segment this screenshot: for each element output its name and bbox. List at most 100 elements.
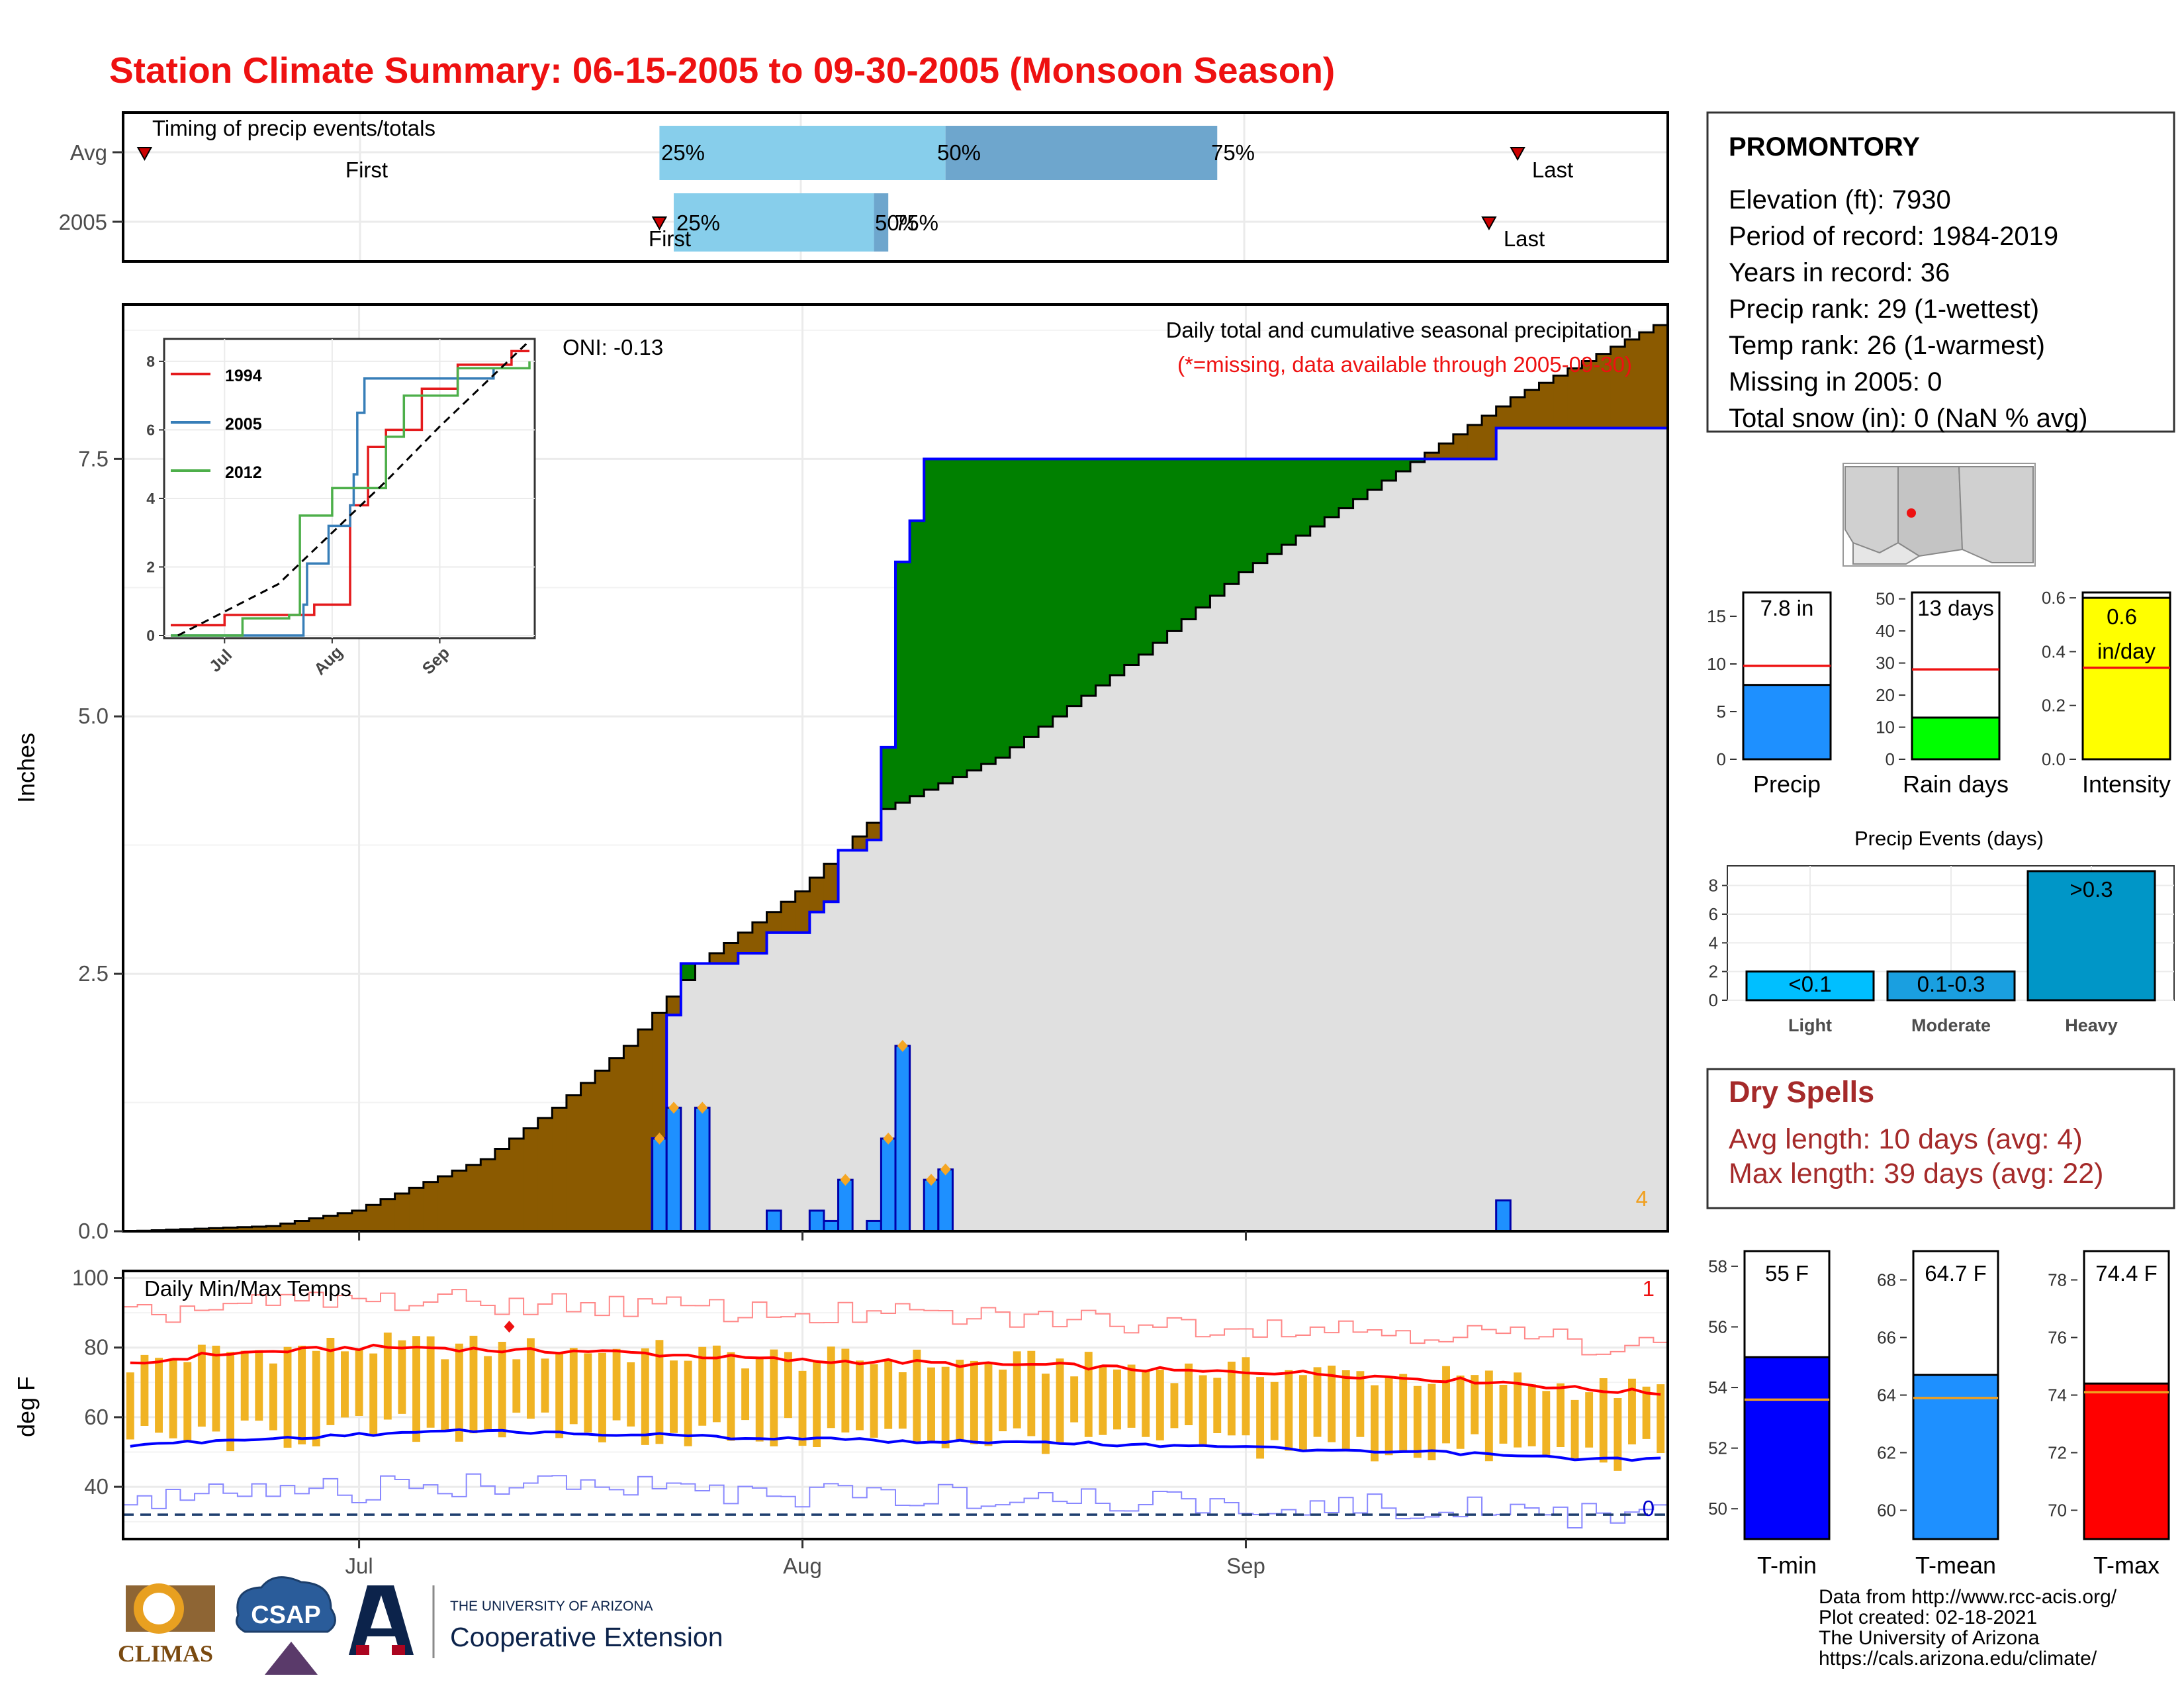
below-normal-segment [1424, 453, 1439, 459]
cumulative-avg-line [123, 324, 1668, 1233]
below-normal-segment [1553, 375, 1569, 428]
below-normal-segment [208, 1228, 224, 1231]
events-ytick-label-2: 4 [1709, 933, 1718, 953]
record-marker [504, 1321, 515, 1333]
events-bar-label-moderate: 0.1-0.3 [1917, 972, 1985, 996]
avg-first-marker [136, 147, 153, 162]
temps-xtick-label-2: Sep [1226, 1554, 1265, 1578]
above-normal-segment [1310, 459, 1325, 527]
tmin-normal-line [130, 1428, 1661, 1462]
tmean-summary-ytick-label-0: 60 [1877, 1501, 1896, 1521]
y2005-p25-label: 25% [676, 211, 720, 235]
temps-ytick-label-3: 100 [72, 1266, 109, 1290]
below-normal-segment [366, 1205, 381, 1231]
dry-spells-box: Dry Spells Avg length: 10 days (avg: 4) … [1706, 1068, 2175, 1209]
above-normal-segment [1267, 459, 1283, 554]
inset-series-2012 [171, 361, 531, 637]
events-cat-moderate: Moderate [1911, 1015, 1991, 1035]
below-normal-segment [394, 1193, 410, 1231]
above-normal-segment [1353, 459, 1368, 499]
daily-precip-bar-4 [808, 1209, 825, 1233]
below-normal-segment [1625, 339, 1640, 428]
station-line-2: Period of record: 1984-2019 [1729, 222, 2058, 251]
timing-row-2005: 2005 [59, 210, 107, 234]
tmin-summary-ytick-label-4: 58 [1708, 1256, 1727, 1276]
mini-raindays-ytick-label-0: 0 [1886, 749, 1895, 769]
ua-logo-big-text: Cooperative Extension [450, 1622, 723, 1652]
above-normal-segment [1296, 459, 1311, 536]
events-cat-heavy: Heavy [2065, 1015, 2118, 1035]
station-line-6: Missing in 2005: 0 [1729, 367, 1942, 397]
above-normal-segment [1095, 459, 1111, 686]
above-normal-segment [1195, 459, 1211, 608]
climas-logo: CLIMAS [118, 1583, 215, 1667]
temp-summary-bars: 50 52 54 56 58 60 62 64 66 68 70 72 74 76 78 [1708, 1250, 2170, 1540]
mini-raindays-bar [1911, 716, 2001, 761]
above-normal-segment [1324, 459, 1340, 518]
tmax-summary-ytick-label-4: 78 [2048, 1270, 2067, 1290]
below-normal-segment [738, 932, 753, 953]
tmin-summary-ytick-label-2: 54 [1708, 1378, 1727, 1397]
y2005-last-marker [1481, 216, 1497, 231]
footer-line-3: The University of Arizona [1819, 1627, 2040, 1649]
mini-raindays-ytick-label-4: 40 [1876, 621, 1895, 641]
below-normal-segment [752, 922, 768, 953]
temps-axes: 40 60 80 100 Jul Aug Sep [72, 1266, 1265, 1578]
temps-xtick-label-1: Aug [783, 1554, 822, 1578]
above-normal-segment [995, 459, 1011, 758]
below-normal-segment [381, 1199, 396, 1231]
events-bar-0 [1745, 970, 1875, 1002]
mini-precip-label: Precip [1753, 771, 1821, 798]
daily-precip-bar-2 [694, 1106, 711, 1233]
events-bar-label-light: <0.1 [1788, 972, 1831, 996]
tmin-summary-ytick-label-3: 56 [1708, 1317, 1727, 1336]
precip-plot-area [123, 324, 1668, 1233]
page-title: Station Climate Summary: 06-15-2005 to 0… [109, 50, 1335, 91]
station-line-5: Temp rank: 26 (1-warmest) [1729, 331, 2045, 360]
above-normal-segment [1281, 459, 1297, 545]
above-normal-segment [1052, 459, 1068, 717]
below-normal-segment [638, 1029, 653, 1231]
mini-intensity-ytick-label-0: 0.0 [2042, 749, 2066, 769]
below-normal-segment [423, 1182, 439, 1231]
count-label: 4 [1636, 1186, 1648, 1211]
avg-p75-label: 75% [1211, 140, 1255, 165]
tmin-summary-ytick-label-1: 52 [1708, 1438, 1727, 1458]
above-normal-segment [952, 459, 968, 777]
below-normal-segment [466, 1164, 481, 1231]
mini-intensity-ytick-label-3: 0.6 [2042, 588, 2066, 608]
above-normal-segment [1224, 459, 1240, 585]
below-normal-segment [338, 1213, 353, 1231]
above-normal-segment [1181, 459, 1197, 620]
above-normal-segment [1367, 459, 1383, 490]
tmean-summary-ytick-label-1: 62 [1877, 1443, 1896, 1463]
temps-ytick-label-2: 80 [84, 1335, 109, 1360]
events-bar-2 [2026, 870, 2156, 1002]
mini-precip-value: 7.8 in [1760, 596, 1814, 620]
below-normal-segment [623, 1046, 639, 1231]
daily-precip-bar-11 [937, 1168, 954, 1233]
events-title: Precip Events (days) [1854, 827, 2044, 850]
below-normal-segment [1653, 325, 1668, 428]
mini-raindays-ytick-label-1: 10 [1876, 718, 1895, 737]
inset-ytick-label-2: 4 [146, 490, 155, 507]
below-normal-segment [308, 1218, 324, 1231]
daily-precip-marker-2 [697, 1102, 708, 1114]
below-normal-segment [609, 1058, 624, 1231]
cumulative-2005-area [123, 428, 1668, 1231]
daily-precip-bar-6 [837, 1178, 854, 1233]
station-info-box: PROMONTORY Elevation (ft): 7930 Period o… [1706, 111, 2175, 433]
below-normal-segment [323, 1215, 338, 1231]
mini-precip-ytick-label-2: 10 [1707, 654, 1726, 674]
mini-raindays-ytick-label-3: 30 [1876, 653, 1895, 673]
tmean-value: 64.7 F [1925, 1261, 1987, 1286]
events-bar-1 [1886, 970, 2016, 1002]
daily-precip-marker-6 [840, 1174, 851, 1186]
tmean-label: T-mean [1915, 1552, 1996, 1579]
below-normal-segment [280, 1223, 295, 1231]
avg-iqr-high [945, 126, 1218, 180]
above-normal-segment [1124, 459, 1139, 665]
temps-plot-area [123, 1289, 1668, 1529]
precip-ytick-label-2: 5.0 [78, 704, 109, 728]
below-normal-segment [1439, 444, 1454, 459]
